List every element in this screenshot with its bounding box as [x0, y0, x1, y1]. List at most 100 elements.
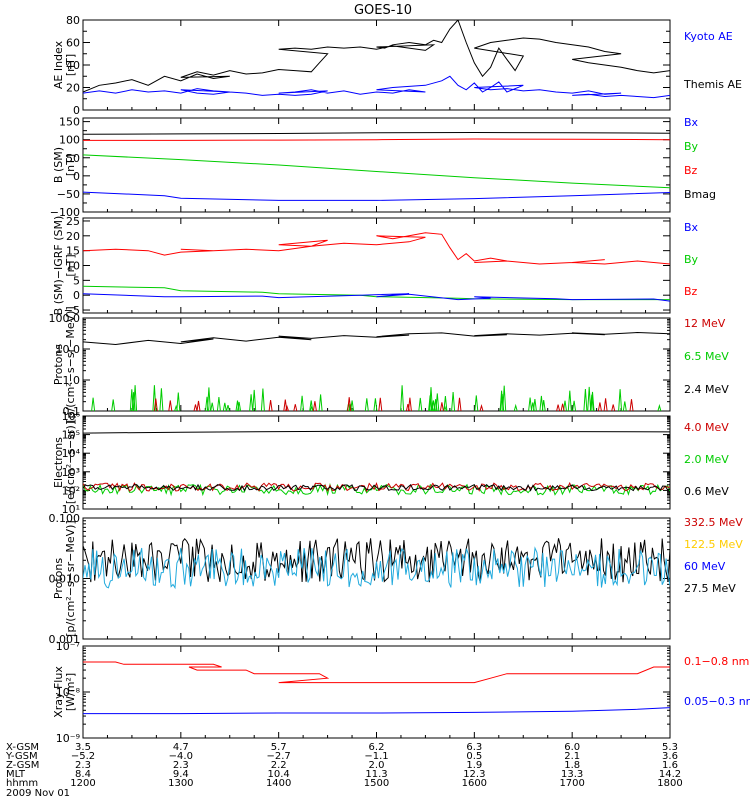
y-tick-label: 1.0 [63, 374, 81, 387]
series-12-mev-line [629, 399, 634, 411]
series-12-mev-line [479, 403, 484, 411]
legend-entry: Bz [684, 164, 698, 177]
legend-entry: 332.5 MeV [684, 516, 743, 529]
series-line [83, 138, 670, 141]
series-6.5-mev-line [318, 394, 323, 411]
legend-entry: 122.5 MeV [684, 538, 743, 551]
y-tick-label: 0 [73, 170, 80, 183]
series-6.5-mev-line [513, 403, 518, 411]
series-6.5-mev-line [443, 396, 448, 411]
series-6.5-mev-line [373, 398, 378, 411]
y-tick-label: 10⁻⁹ [56, 732, 80, 745]
series-6.5-mev-line [618, 389, 623, 411]
y-tick-label: 0 [73, 289, 80, 302]
ephemeris-row-label: MLT [6, 769, 26, 780]
y-tick-label: 0.010 [49, 573, 81, 586]
legend-entry: 2.4 MeV [684, 383, 729, 396]
series-6.5-mev-line [216, 396, 221, 411]
legend-entry: 6.5 MeV [684, 350, 729, 363]
series-4.0-mev-line [83, 481, 670, 493]
y-tick-label: 10⁴ [62, 447, 81, 460]
y-tick-label: 100 [59, 134, 80, 147]
series-6.5-mev-line [572, 400, 577, 411]
series-6.5-mev-line [249, 394, 254, 411]
panel-data [83, 661, 670, 715]
legend-entry: 0.05−0.3 nm [684, 695, 750, 708]
series-6.5-mev-line [622, 401, 627, 411]
series-6.5-mev-line [532, 398, 537, 411]
series-6.5-mev-line [159, 388, 164, 411]
series-6.5-mev-line [260, 388, 265, 411]
series-12-mev-line [285, 404, 289, 411]
series-6.5-mev-line [300, 395, 305, 411]
series-12-mev-line [556, 404, 561, 411]
series-12-mev-line [597, 402, 602, 411]
panel-frame [82, 645, 671, 739]
ephemeris-value: 6.0 [564, 742, 580, 753]
y-tick-label: 10⁻⁷ [56, 640, 80, 653]
y-tick-label: 0.001 [49, 633, 81, 646]
legend-entry: 0.1−0.8 nm [684, 655, 749, 668]
series-6.5-mev-line [435, 393, 440, 411]
y-axis-label: Protons [52, 558, 65, 599]
y-tick-label: 0 [73, 104, 80, 117]
y-tick-label: −50 [57, 188, 80, 201]
series-6.5-mev-line [91, 397, 96, 411]
ephemeris-value: 13.3 [561, 769, 583, 780]
series-line [83, 191, 670, 201]
series-line [83, 661, 670, 684]
panel-frame [82, 19, 671, 111]
series-line [83, 20, 670, 93]
series-line [83, 430, 670, 434]
series-6.5-mev-line [222, 402, 227, 411]
series-6.5-mev-line [210, 402, 215, 411]
y-axis-label: [p/(cm²−s−sr−MeV)] [64, 520, 77, 636]
y-tick-label: 150 [59, 116, 80, 129]
series-12-mev-line [347, 397, 352, 411]
legend-entry: 60 MeV [684, 560, 726, 573]
ephemeris-value: 3.5 [75, 742, 91, 753]
series-6.5-mev-line [443, 405, 447, 411]
series-12-mev-line [439, 402, 444, 411]
panel-data [83, 131, 670, 201]
legend-entry: Bz [684, 285, 698, 298]
ephemeris-value: 5.7 [271, 742, 287, 753]
y-axis-label: AE Index [52, 40, 65, 89]
legend-entry: 2.0 MeV [684, 453, 729, 466]
series-12-mev-line [378, 397, 383, 411]
y-axis-label: [W/m²] [64, 673, 77, 711]
ephemeris-value: 0.5 [466, 751, 482, 762]
panel-3: −5 0 510 15 20 25B (SM)−IGRF (SM) [nT] Bx By Bz [52, 215, 699, 317]
series-12-mev-line [312, 401, 317, 411]
ephemeris-row-label: Z-GSM [6, 760, 39, 771]
ephemeris-value: 8.4 [75, 769, 91, 780]
panel-data [83, 20, 670, 99]
y-axis-label: [nT] [64, 254, 77, 276]
y-tick-label: −5 [64, 304, 80, 317]
y-tick-label: 80 [66, 14, 80, 27]
y-axis-label: B (SM)−IGRF (SM) [52, 216, 65, 316]
series-12-mev-line [457, 397, 462, 411]
legend-entry: 27.5 MeV [684, 582, 736, 595]
y-tick-label: 100.0 [49, 312, 81, 325]
ephemeris-value: 10.4 [268, 769, 290, 780]
ephemeris-value: −4.0 [169, 751, 193, 762]
legend-entry: Bx [684, 221, 699, 234]
panel-5: 10¹ 10² 10³ 10⁴ 10⁵ 10⁶ Electrons [e/(cm²−s−sr)… [52, 410, 729, 516]
series-12-mev-line [153, 398, 158, 411]
series-line [83, 75, 670, 99]
panel-data [83, 232, 670, 302]
y-axis-label: B (SM) [52, 147, 65, 183]
ephemeris-value: 1200 [70, 778, 95, 789]
panel-frame [82, 517, 671, 640]
ephemeris-value: 2.2 [271, 760, 287, 771]
y-tick-label: 10² [62, 484, 80, 497]
y-tick-label: −100 [50, 206, 80, 219]
series-6.5-mev-line [205, 396, 209, 411]
ephemeris-value: 6.3 [466, 742, 482, 753]
series-12-mev-line [603, 398, 608, 411]
legend-entry: Bx [684, 116, 699, 129]
series-12-mev-line [560, 403, 565, 411]
y-axis-label: Electrons [52, 437, 65, 488]
